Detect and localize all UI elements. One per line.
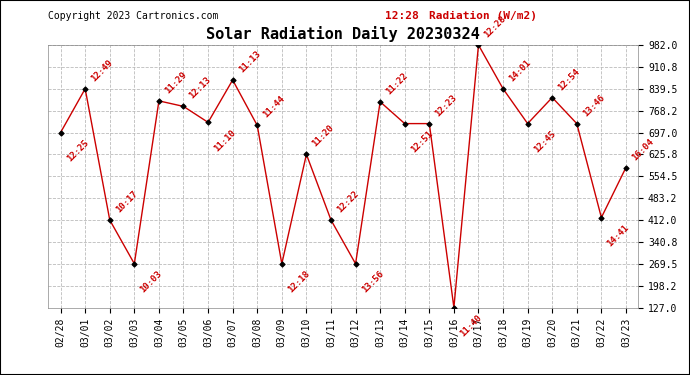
Text: 12:25: 12:25 [65, 138, 90, 164]
Text: 12:51: 12:51 [409, 129, 434, 154]
Text: 12:28: 12:28 [384, 11, 425, 21]
Text: 12:18: 12:18 [286, 269, 311, 295]
Point [546, 94, 558, 100]
Text: 11:10: 11:10 [213, 128, 237, 153]
Text: 14:01: 14:01 [507, 58, 533, 83]
Text: 13:46: 13:46 [581, 93, 607, 118]
Point [227, 77, 238, 83]
Point [79, 86, 90, 92]
Text: Copyright 2023 Cartronics.com: Copyright 2023 Cartronics.com [48, 11, 219, 21]
Text: 14:41: 14:41 [606, 223, 631, 249]
Text: 11:29: 11:29 [163, 70, 188, 95]
Point [203, 119, 214, 125]
Text: 11:20: 11:20 [310, 123, 336, 149]
Text: 12:45: 12:45 [532, 129, 557, 154]
Point [129, 261, 140, 267]
Point [620, 165, 631, 171]
Point [400, 121, 411, 127]
Point [326, 217, 337, 223]
Point [301, 152, 312, 157]
Point [350, 261, 361, 267]
Text: 11:22: 11:22 [384, 71, 410, 96]
Point [55, 129, 66, 135]
Text: 12:49: 12:49 [89, 58, 115, 83]
Text: 11:40: 11:40 [458, 313, 484, 338]
Title: Solar Radiation Daily 20230324: Solar Radiation Daily 20230324 [206, 27, 480, 42]
Point [375, 99, 386, 105]
Point [252, 123, 263, 129]
Point [424, 121, 435, 127]
Point [153, 98, 164, 104]
Text: 12:54: 12:54 [556, 67, 582, 92]
Text: Radiation (W/m2): Radiation (W/m2) [428, 11, 537, 21]
Point [448, 304, 460, 310]
Text: 13:56: 13:56 [359, 269, 385, 295]
Point [178, 104, 189, 110]
Point [522, 121, 533, 127]
Text: 12:13: 12:13 [188, 75, 213, 101]
Text: 10:03: 10:03 [139, 269, 164, 295]
Text: 12:22: 12:22 [335, 189, 360, 214]
Point [497, 86, 509, 92]
Point [104, 217, 115, 223]
Text: 10:17: 10:17 [114, 189, 139, 214]
Text: 11:13: 11:13 [237, 49, 262, 75]
Point [276, 261, 287, 267]
Text: 16:04: 16:04 [630, 136, 656, 162]
Text: 11:44: 11:44 [262, 94, 287, 120]
Text: 12:28: 12:28 [482, 14, 508, 39]
Text: 12:23: 12:23 [433, 93, 459, 118]
Point [571, 121, 582, 127]
Point [473, 42, 484, 48]
Point [596, 214, 607, 220]
